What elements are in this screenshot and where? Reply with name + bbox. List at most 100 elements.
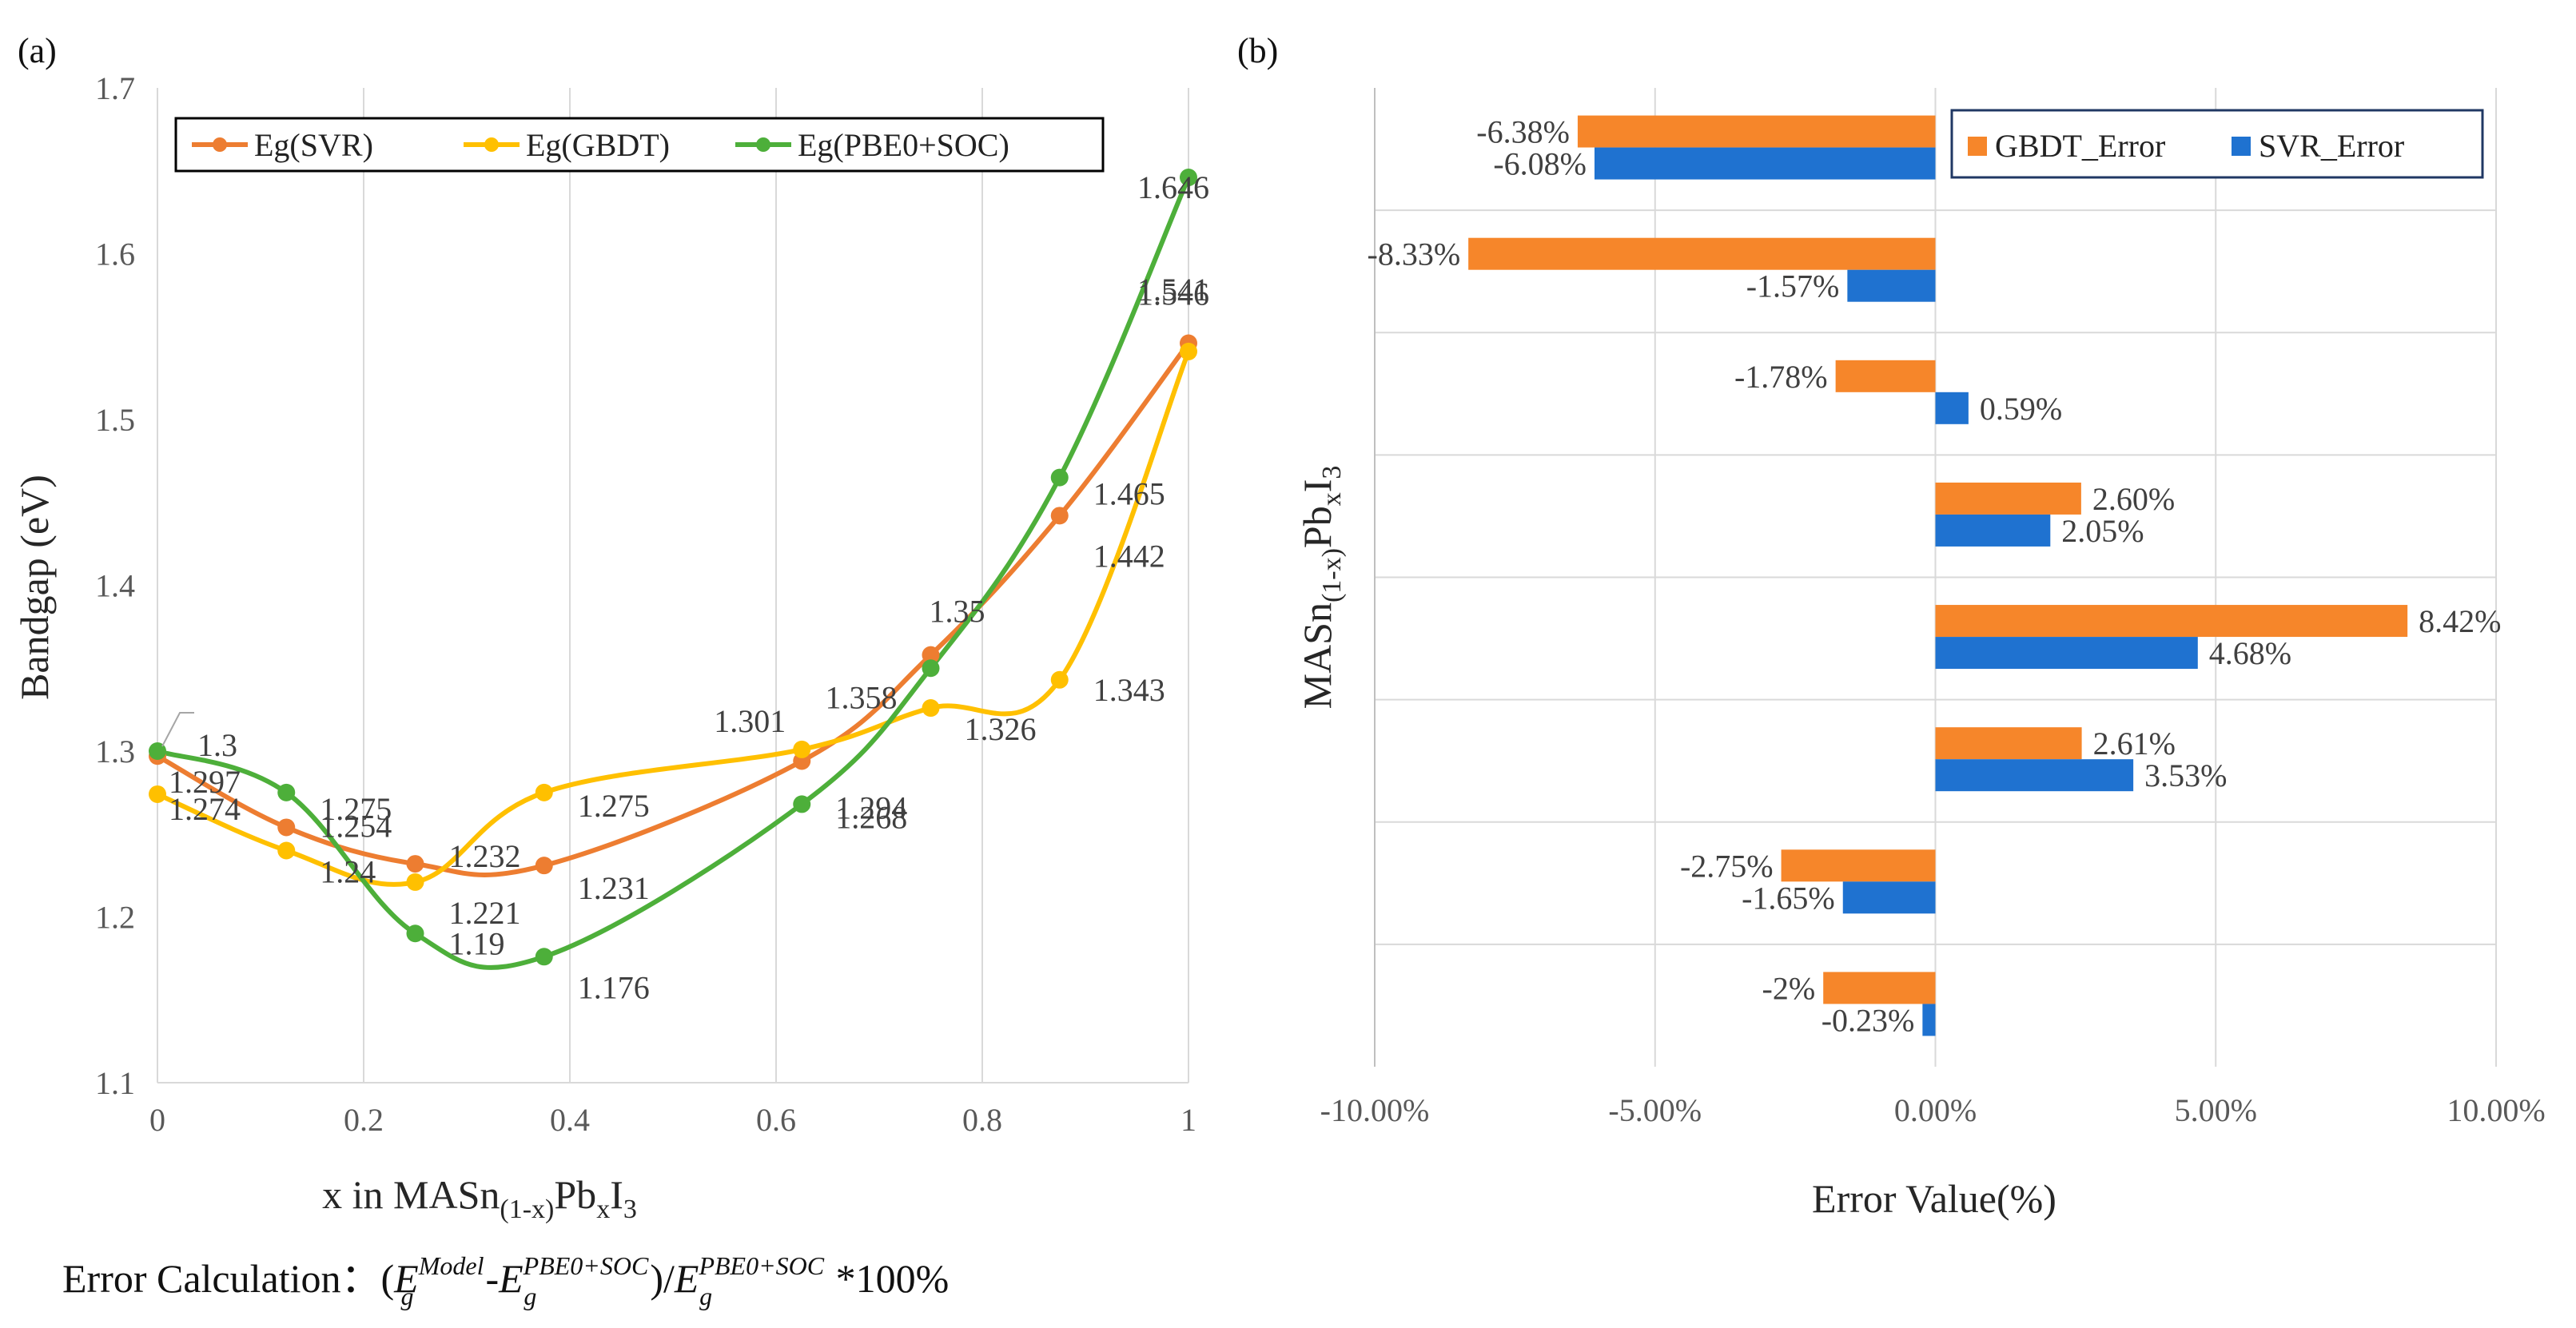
- legend-label-svr: Eg(SVR): [254, 127, 373, 163]
- bar-chart-data-labels: -6.38%-6.08% -8.33% -1.57% -1.78% 0.59% 2.60%…: [1368, 114, 2502, 1039]
- point-pbe: [535, 948, 553, 966]
- data-label-pbe: 1.646: [1137, 169, 1209, 205]
- data-label-pbe: 1.465: [1093, 476, 1165, 512]
- bar-gbdt-error: [1935, 727, 2082, 760]
- data-label-svr-error: 4.68%: [2209, 635, 2291, 671]
- data-label-gbdt: 1.221: [449, 895, 521, 931]
- data-label-pbe: 1.176: [578, 969, 650, 1005]
- x-tick-label: 0.00%: [1894, 1092, 1977, 1128]
- data-label-svr: 1.254: [320, 808, 392, 844]
- data-label-svr-error: 0.59%: [1980, 391, 2062, 427]
- line-chart-data-labels: 1.297 1.254 1.232 1.231 1.294 1.358 1.442 1.546…: [161, 169, 1209, 1005]
- point-gbdt: [406, 873, 424, 891]
- point-pbe: [149, 742, 166, 760]
- legend-marker-svr: [213, 137, 227, 152]
- legend-label-gbdt-error: GBDT_Error: [1995, 128, 2165, 164]
- data-label-gbdt-error: 2.61%: [2093, 726, 2176, 761]
- legend-swatch-gbdt-error: [1968, 137, 1987, 156]
- data-label-gbdt-error: 2.60%: [2092, 481, 2175, 517]
- point-gbdt: [535, 783, 553, 801]
- data-label-svr-error: -1.65%: [1742, 880, 1835, 916]
- bar-chart-grid: [1374, 88, 2497, 1067]
- point-pbe: [922, 659, 940, 678]
- point-svr: [1050, 507, 1069, 525]
- data-label-svr: 1.294: [835, 789, 907, 825]
- y-tick-label: 1.3: [95, 734, 135, 769]
- bar-chart-legend: GBDT_Error SVR_Error: [1950, 109, 2484, 179]
- data-label-svr: 1.231: [578, 870, 650, 906]
- bar-svr-error: [1935, 759, 2134, 792]
- point-svr: [535, 857, 553, 875]
- point-svr: [406, 855, 424, 873]
- point-svr: [922, 646, 940, 664]
- data-label-gbdt-error: -8.33%: [1368, 237, 1461, 272]
- data-label-gbdt: 1.274: [169, 791, 241, 827]
- point-gbdt: [922, 699, 940, 718]
- bar-gbdt-error: [1935, 605, 2408, 638]
- bar-gbdt-error: [1577, 115, 1936, 148]
- data-label-gbdt: 1.24: [320, 854, 376, 890]
- data-label-pbe: 1.268: [835, 799, 907, 835]
- point-gbdt: [1050, 670, 1069, 689]
- bar-svr-error: [1847, 269, 1936, 302]
- line-chart-y-axis-title: Bandgap (eV): [12, 475, 57, 700]
- panel-b-label: (b): [1237, 31, 1278, 70]
- data-label-svr-error: -0.23%: [1822, 1002, 1915, 1038]
- y-tick-label: 1.5: [95, 402, 135, 438]
- data-label-gbdt-error: -1.78%: [1734, 359, 1828, 395]
- point-pbe: [1050, 468, 1069, 487]
- point-gbdt: [1180, 342, 1197, 360]
- point-pbe: [1180, 169, 1197, 187]
- point-gbdt: [277, 841, 296, 860]
- point-pbe: [793, 795, 811, 813]
- data-label-pbe: 1.19: [449, 925, 505, 961]
- legend-marker-pbe: [756, 137, 770, 152]
- series-line-svr: [156, 341, 1191, 877]
- line-chart-legend: Eg(SVR) Eg(GBDT) Eg(PBE0+SOC): [174, 117, 1105, 173]
- line-chart-series: [149, 169, 1197, 970]
- data-label-svr-error: -6.08%: [1493, 146, 1587, 182]
- data-label-gbdt: 1.541: [1137, 272, 1209, 308]
- x-tick-label: 1: [1181, 1102, 1196, 1138]
- data-label-svr-error: 3.53%: [2144, 757, 2227, 793]
- y-tick-label: 1.6: [95, 237, 135, 272]
- legend-label-pbe: Eg(PBE0+SOC): [798, 127, 1009, 163]
- x-tick-label: 5.00%: [2175, 1092, 2257, 1128]
- point-gbdt: [149, 785, 166, 803]
- point-svr: [277, 818, 296, 837]
- bar-gbdt-error: [1935, 482, 2081, 515]
- legend-frame-b: [1950, 109, 2484, 179]
- data-label-pbe: 1.3: [197, 727, 237, 763]
- bar-gbdt-error: [1468, 237, 1936, 270]
- bar-svr-error: [1935, 514, 2051, 547]
- series-line-gbdt: [156, 350, 1191, 887]
- series-line-pbe: [157, 176, 1191, 970]
- legend-label-svr-error: SVR_Error: [2259, 128, 2404, 164]
- x-tick-label: 0.2: [344, 1102, 384, 1138]
- line-chart-grid: [157, 88, 1189, 1083]
- legend-swatch-svr-error: [2232, 137, 2251, 156]
- bar-chart-ticks: -10.00% -5.00% 0.00% 5.00% 10.00%: [1320, 1092, 2546, 1128]
- data-label-pbe: 1.35: [930, 593, 985, 629]
- bar-svr-error: [1922, 1004, 1936, 1036]
- panel-a-label: (a): [18, 31, 57, 70]
- x-tick-label: -10.00%: [1320, 1092, 1430, 1128]
- data-label-svr: 1.442: [1093, 538, 1165, 574]
- legend-frame: [174, 117, 1105, 173]
- error-formula: Error Calculation：(EModel g -EPBE0+SOC g)/E…: [62, 1251, 949, 1310]
- point-pbe: [277, 783, 296, 801]
- x-tick-label: 0.8: [962, 1102, 1002, 1138]
- bar-gbdt-error: [1823, 972, 1936, 1004]
- legend-label-gbdt: Eg(GBDT): [526, 127, 670, 163]
- bar-svr-error: [1935, 392, 1969, 424]
- point-gbdt: [793, 740, 811, 758]
- data-label-gbdt-error: -6.38%: [1476, 114, 1570, 150]
- bar-gbdt-error: [1835, 360, 1936, 392]
- x-tick-label: 0.4: [550, 1102, 590, 1138]
- x-tick-label: 10.00%: [2447, 1092, 2545, 1128]
- bar-gbdt-error: [1781, 849, 1936, 882]
- data-label-svr-error: 2.05%: [2061, 513, 2144, 549]
- data-label-svr-error: -1.57%: [1746, 268, 1840, 304]
- bar-svr-error: [1935, 637, 2198, 670]
- bar-svr-error: [1594, 147, 1936, 180]
